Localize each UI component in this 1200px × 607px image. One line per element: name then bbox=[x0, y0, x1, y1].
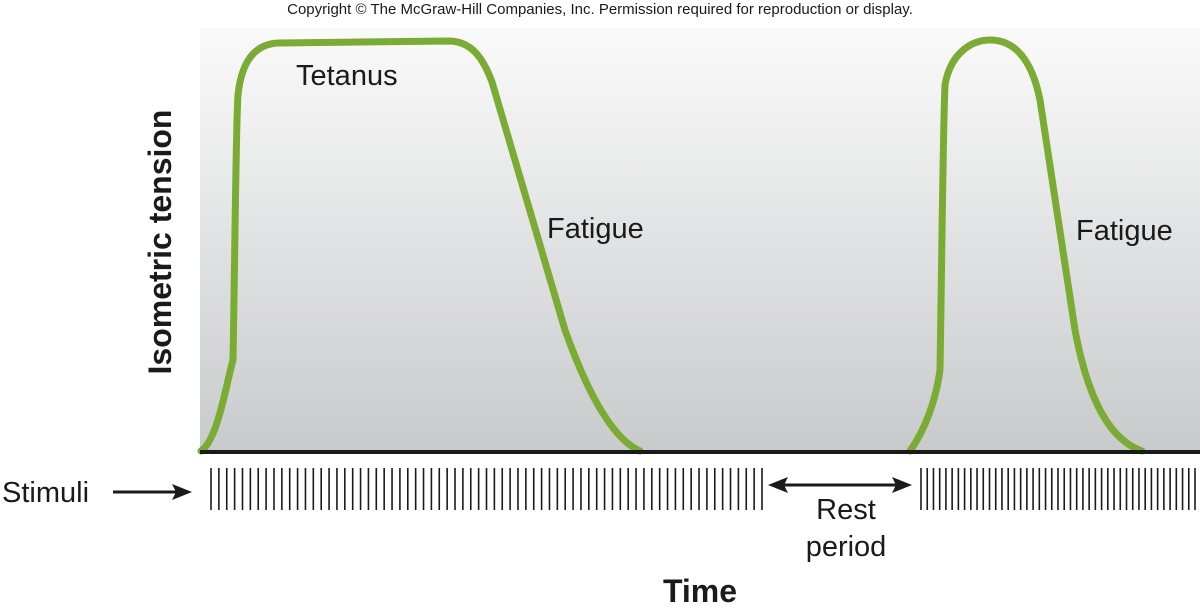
rest-period-label-line2: period bbox=[806, 531, 887, 563]
stimuli-label: Stimuli bbox=[2, 477, 89, 509]
fatigue-label-second: Fatigue bbox=[1076, 215, 1173, 247]
rest-period-label-line1: Rest bbox=[816, 494, 876, 526]
copyright-notice: Copyright © The McGraw-Hill Companies, I… bbox=[287, 1, 913, 18]
stimulus-ticks-first bbox=[210, 468, 763, 510]
y-axis-label: Isometric tension bbox=[142, 110, 178, 375]
plot-area bbox=[200, 28, 1200, 452]
tetanus-fatigue-curve-first bbox=[197, 37, 644, 455]
x-axis-label: Time bbox=[663, 573, 737, 607]
tetanus-fatigue-curve-second bbox=[906, 36, 1146, 455]
rest-period-arrow bbox=[768, 477, 912, 493]
tetanus-label: Tetanus bbox=[296, 60, 398, 92]
stimulus-ticks-second bbox=[920, 468, 1196, 510]
fatigue-label-first: Fatigue bbox=[547, 213, 644, 245]
stimuli-arrow bbox=[113, 484, 192, 500]
